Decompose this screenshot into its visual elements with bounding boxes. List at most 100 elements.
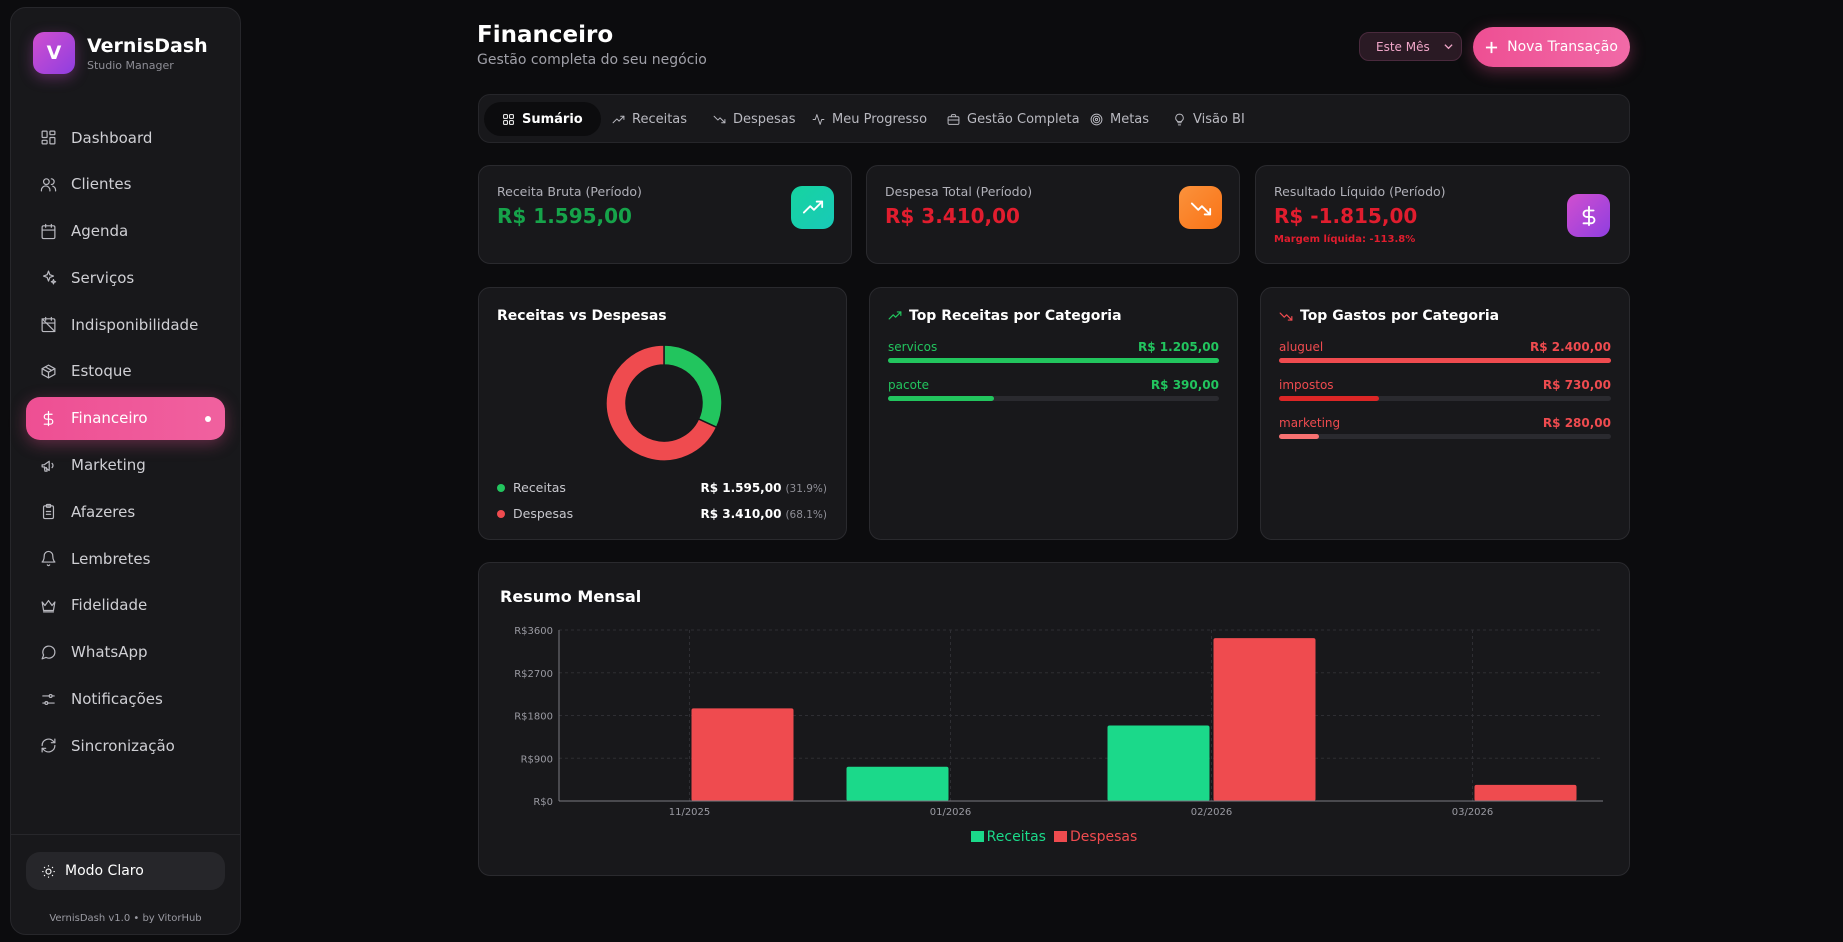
dollar-icon: [43, 410, 54, 426]
expense-category-track: [1279, 434, 1611, 439]
tab-despesas[interactable]: Despesas: [695, 102, 814, 136]
sidebar-item-servicos[interactable]: Serviços: [26, 256, 225, 299]
revenue-stat-card: Receita Bruta (Período) R$ 1.595,00: [478, 165, 852, 264]
plus-icon: [1486, 41, 1498, 53]
sliders-icon: [42, 693, 55, 705]
income-category-name: servicos: [888, 340, 938, 354]
sidebar-item-agenda[interactable]: Agenda: [26, 210, 225, 253]
legend-item-despesas[interactable]: Despesas: [1053, 829, 1138, 845]
activity-icon: [812, 113, 825, 125]
tab-bar: Sumário Receitas Despesas Meu Progresso …: [478, 94, 1630, 143]
lightbulb-icon: [1175, 113, 1184, 125]
expense-category-row: marketing R$ 280,00: [1279, 416, 1611, 439]
expense-category-value: R$ 730,00: [1542, 378, 1611, 392]
sidebar-item-label: Lembretes: [71, 549, 151, 568]
bar-despesas[interactable]: [1213, 638, 1316, 801]
expense-category-name: marketing: [1279, 416, 1341, 430]
revenue-stat-label: Receita Bruta (Período): [497, 184, 642, 199]
tab-label: Gestão Completa: [967, 111, 1080, 127]
sidebar-item-label: Agenda: [71, 222, 129, 241]
crown-icon: [41, 599, 56, 613]
net-result-stat-value: R$ -1.815,00: [1274, 204, 1418, 228]
bar-receitas[interactable]: [1107, 725, 1210, 801]
sidebar-item-estoque[interactable]: Estoque: [26, 350, 225, 393]
sidebar-item-whatsapp[interactable]: WhatsApp: [26, 631, 225, 674]
sidebar-item-financeiro[interactable]: Financeiro: [26, 396, 225, 440]
expense-category-track: [1279, 358, 1611, 363]
sidebar-item-indisponibilidade[interactable]: Indisponibilidade: [26, 303, 225, 346]
net-margin-note: Margem líquida: -113.8%: [1274, 234, 1416, 245]
tab-visao-bi[interactable]: Visão BI: [1155, 102, 1263, 136]
tab-meu-progresso[interactable]: Meu Progresso: [794, 102, 945, 136]
legend-item-receitas[interactable]: Receitas: [970, 829, 1046, 845]
calendar-off-icon: [41, 317, 56, 333]
grid-icon: [41, 130, 56, 145]
expense-stat-icon-box: [1179, 186, 1222, 229]
sidebar-item-sincronizacao[interactable]: Sincronização: [26, 724, 225, 767]
revenue-stat-icon-box: [791, 186, 834, 229]
legend-text-despesas: Despesas: [1069, 829, 1138, 845]
period-select[interactable]: Este Mês: [1359, 32, 1462, 61]
briefcase-icon: [947, 113, 960, 125]
top-income-card: Top Receitas por Categoria servicos R$ 1…: [869, 287, 1238, 540]
tab-label: Despesas: [733, 111, 796, 127]
sidebar-item-label: Indisponibilidade: [71, 315, 199, 334]
new-transaction-button[interactable]: Nova Transação: [1473, 27, 1630, 67]
sidebar-item-marketing[interactable]: Marketing: [26, 444, 225, 487]
bar-despesas[interactable]: [691, 708, 794, 801]
expense-category-name: impostos: [1279, 378, 1334, 392]
x-tick-label: 01/2026: [930, 807, 972, 818]
sidebar-item-lembretes[interactable]: Lembretes: [26, 537, 225, 580]
tab-label: Metas: [1110, 111, 1150, 127]
top-expense-title-row: Top Gastos por Categoria: [1279, 308, 1499, 324]
expense-category-row: impostos R$ 730,00: [1279, 378, 1611, 401]
sidebar-item-fidelidade[interactable]: Fidelidade: [26, 584, 225, 627]
legend-swatch-despesas: [1053, 831, 1067, 842]
income-vs-expense-card: Receitas vs Despesas Receitas R$ 1.595,0…: [478, 287, 847, 540]
brand-name: VernisDash: [87, 34, 208, 57]
top-income-title: Top Receitas por Categoria: [909, 308, 1122, 324]
net-result-stat-label: Resultado Líquido (Período): [1274, 184, 1446, 199]
trending-down-icon: [1279, 312, 1293, 321]
legend-pct-despesas: (68.1%): [785, 508, 827, 521]
bar-despesas[interactable]: [1474, 784, 1577, 801]
sidebar-item-afazeres[interactable]: Afazeres: [26, 490, 225, 533]
tab-receitas[interactable]: Receitas: [594, 102, 705, 136]
legend-amount-despesas: R$ 3.410,00: [700, 506, 782, 521]
x-tick-label: 02/2026: [1191, 807, 1233, 818]
y-tick-label: R$0: [533, 797, 553, 808]
net-result-stat-card: Resultado Líquido (Período) R$ -1.815,00…: [1255, 165, 1630, 264]
legend-text-receitas: Receitas: [986, 829, 1046, 845]
tab-label: Visão BI: [1193, 111, 1245, 127]
tab-metas[interactable]: Metas: [1072, 102, 1167, 136]
expense-stat-value: R$ 3.410,00: [885, 204, 1020, 228]
donut-slice-receitas[interactable]: [663, 344, 723, 429]
theme-toggle-button[interactable]: Modo Claro: [26, 852, 225, 890]
sidebar-item-dashboard[interactable]: Dashboard: [26, 116, 225, 159]
expense-category-row: aluguel R$ 2.400,00: [1279, 340, 1611, 363]
expense-category-track: [1279, 396, 1611, 401]
bar-chart-legend: Receitas Despesas: [479, 829, 1629, 845]
top-expense-card: Top Gastos por Categoria aluguel R$ 2.40…: [1260, 287, 1630, 540]
new-transaction-label: Nova Transação: [1507, 39, 1618, 55]
income-category-bar: [888, 358, 1219, 363]
income-vs-expense-donut: [605, 344, 723, 462]
tab-sumario[interactable]: Sumário: [484, 102, 601, 136]
expense-category-bar: [1279, 396, 1379, 401]
sidebar-item-label: WhatsApp: [71, 643, 148, 662]
sidebar-nav: Dashboard Clientes Agenda Serviços Indis…: [26, 116, 225, 771]
legend-dot-receitas: [497, 483, 505, 492]
period-select-value: Este Mês: [1376, 39, 1430, 54]
income-category-value: R$ 390,00: [1150, 378, 1219, 392]
sidebar-item-clientes[interactable]: Clientes: [26, 163, 225, 206]
sidebar-item-notificacoes[interactable]: Notificações: [26, 678, 225, 721]
megaphone-icon: [41, 460, 54, 472]
legend-dot-despesas: [497, 509, 505, 518]
income-vs-expense-title: Receitas vs Despesas: [497, 308, 667, 324]
donut-slice-despesas[interactable]: [605, 344, 718, 462]
tab-gestao-completa[interactable]: Gestão Completa: [929, 102, 1098, 136]
page-title: Financeiro: [477, 22, 614, 48]
brand[interactable]: V VernisDash Studio Manager: [33, 32, 208, 74]
bar-receitas[interactable]: [846, 766, 949, 801]
expense-stat-card: Despesa Total (Período) R$ 3.410,00: [866, 165, 1240, 264]
